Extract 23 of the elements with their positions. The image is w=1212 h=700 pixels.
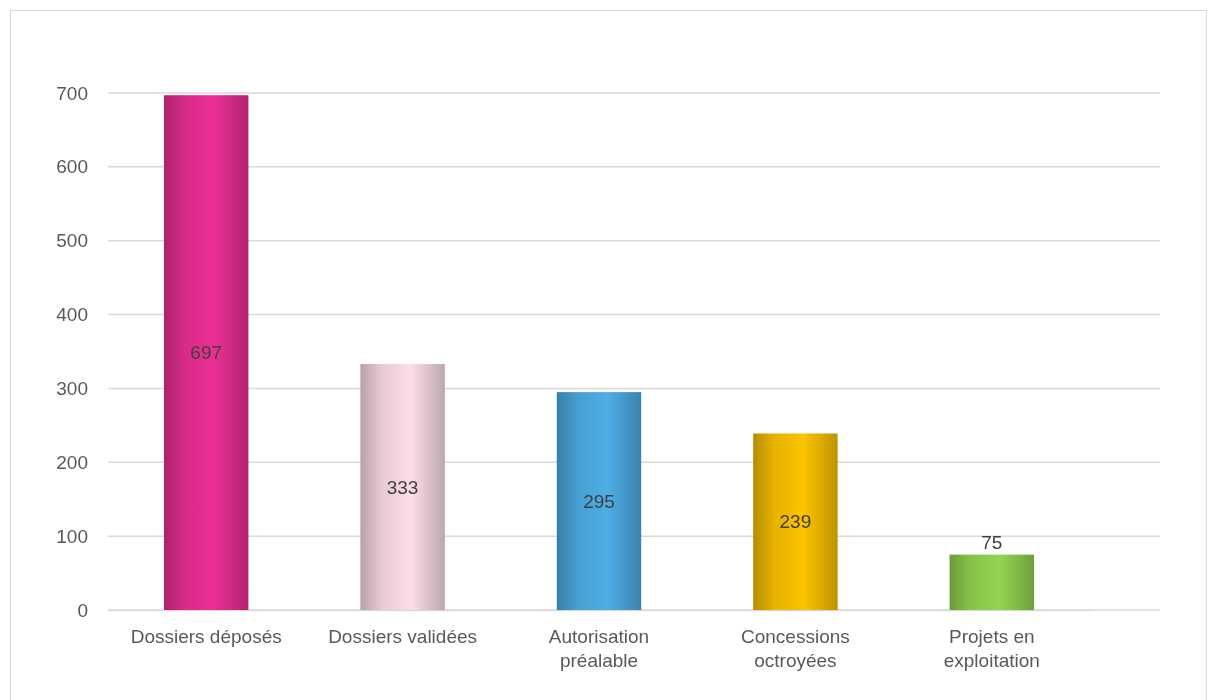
x-tick-label: Dossiers validées	[328, 626, 478, 648]
x-tick-label: Projets en exploitation	[943, 626, 1040, 672]
y-tick-label: 100	[56, 525, 88, 547]
bar	[949, 554, 1035, 610]
y-tick-label: 200	[56, 451, 88, 473]
y-tick-label: 600	[56, 156, 88, 178]
data-label: 697	[190, 342, 223, 364]
y-tick-label: 0	[77, 599, 88, 621]
x-tick-label: Concessions octroyées	[741, 626, 850, 672]
y-tick-label: 500	[56, 230, 88, 252]
data-label: 333	[386, 476, 419, 498]
y-tick-label: 300	[56, 378, 88, 400]
y-tick-label: 700	[56, 82, 88, 104]
bar	[556, 392, 642, 610]
data-label: 295	[583, 490, 615, 512]
bar	[163, 95, 249, 610]
data-label: 239	[779, 511, 812, 533]
x-tick-label: Dossiers déposés	[130, 626, 282, 648]
bar	[753, 433, 838, 610]
y-tick-label: 400	[56, 304, 88, 326]
data-label: 75	[981, 532, 1003, 554]
x-tick-label: Autorisation préalable	[548, 626, 650, 672]
bar	[360, 364, 445, 610]
